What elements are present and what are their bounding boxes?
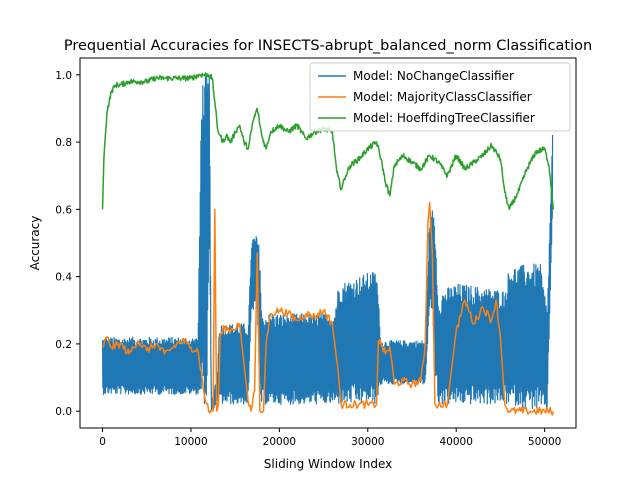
y-tick-label: 1.0 [55,70,72,82]
x-tick-label: 0 [99,436,106,448]
chart-title: Prequential Accuracies for INSECTS-abrup… [64,38,592,54]
x-tick-label: 50000 [528,436,561,448]
x-tick-label: 40000 [439,436,472,448]
series-line-nochange [101,75,554,411]
y-axis-label: Accuracy [28,216,42,271]
legend-label: Model: NoChangeClassifier [353,69,514,83]
y-tick-label: 0.0 [55,406,72,418]
series-line-majorityclass [102,201,555,416]
x-tick-label: 10000 [174,436,207,448]
y-tick-label: 0.4 [55,272,72,284]
y-tick-label: 0.6 [55,204,72,216]
x-tick-label: 30000 [351,436,384,448]
y-tick-label: 0.2 [55,339,72,351]
y-tick-label: 0.8 [55,137,72,149]
x-axis-label: Sliding Window Index [264,457,392,471]
axes-frame [79,57,577,429]
legend-label: Model: HoeffdingTreeClassifier [353,111,535,125]
legend-box [309,62,571,132]
legend-label: Model: MajorityClassClassifier [353,90,532,104]
axes-layer: 0 10000 20000 30000 40000 50000 0.0 0.2 0.4 0.6 0.… [55,70,561,448]
legend: Model: NoChangeClassifier Model: Majority… [309,62,571,132]
x-tick-label: 20000 [263,436,296,448]
